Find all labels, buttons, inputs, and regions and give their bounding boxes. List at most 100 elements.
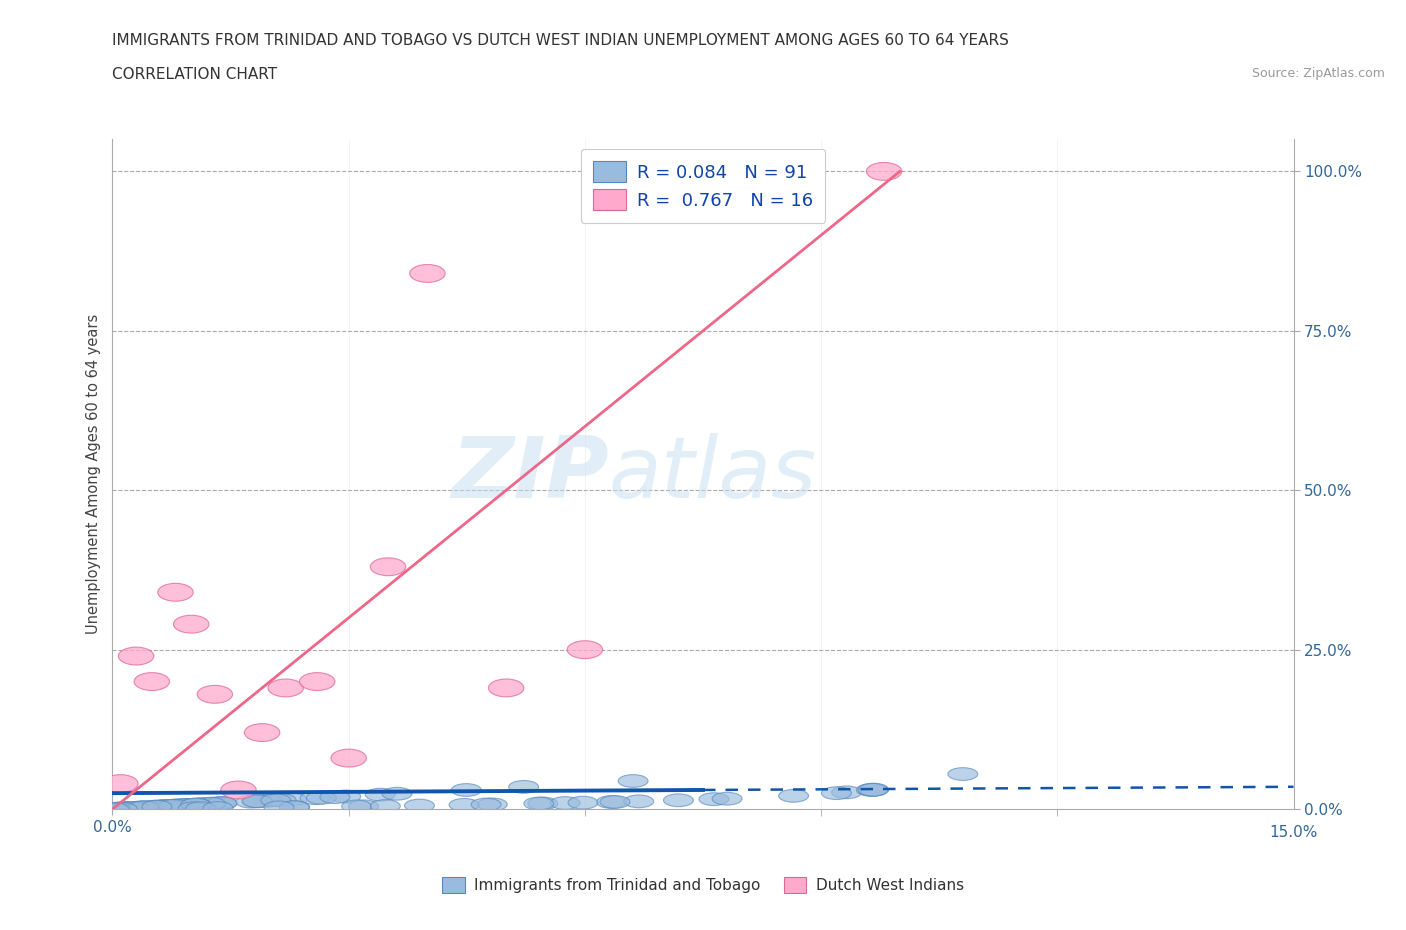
Ellipse shape — [269, 679, 304, 697]
Ellipse shape — [243, 795, 273, 807]
Ellipse shape — [124, 802, 153, 814]
Ellipse shape — [624, 795, 654, 808]
Text: CORRELATION CHART: CORRELATION CHART — [112, 67, 277, 82]
Ellipse shape — [157, 583, 193, 601]
Ellipse shape — [866, 163, 901, 180]
Ellipse shape — [859, 783, 889, 796]
Ellipse shape — [167, 799, 198, 812]
Ellipse shape — [148, 800, 177, 813]
Ellipse shape — [103, 803, 132, 816]
Ellipse shape — [382, 788, 412, 800]
Ellipse shape — [104, 803, 134, 815]
Ellipse shape — [155, 800, 184, 813]
Ellipse shape — [619, 775, 648, 788]
Ellipse shape — [488, 679, 524, 697]
Ellipse shape — [550, 797, 581, 809]
Ellipse shape — [107, 803, 138, 816]
Ellipse shape — [821, 787, 852, 800]
Ellipse shape — [524, 797, 554, 810]
Ellipse shape — [179, 802, 208, 815]
Ellipse shape — [948, 767, 977, 780]
Ellipse shape — [173, 616, 209, 633]
Ellipse shape — [170, 799, 201, 812]
Ellipse shape — [110, 802, 139, 815]
Ellipse shape — [366, 789, 395, 801]
Ellipse shape — [471, 798, 501, 811]
Ellipse shape — [114, 802, 143, 815]
Ellipse shape — [186, 802, 215, 815]
Ellipse shape — [236, 795, 266, 808]
Ellipse shape — [568, 796, 598, 809]
Ellipse shape — [142, 801, 172, 813]
Ellipse shape — [125, 802, 156, 814]
Ellipse shape — [266, 793, 297, 806]
Legend: R = 0.084   N = 91, R =  0.767   N = 16: R = 0.084 N = 91, R = 0.767 N = 16 — [581, 149, 825, 223]
Ellipse shape — [221, 781, 256, 799]
Ellipse shape — [103, 775, 138, 792]
Ellipse shape — [207, 797, 236, 810]
Ellipse shape — [664, 794, 693, 806]
Ellipse shape — [260, 794, 291, 806]
Ellipse shape — [134, 672, 170, 690]
Text: 15.0%: 15.0% — [1270, 825, 1317, 840]
Text: ZIP: ZIP — [451, 432, 609, 516]
Ellipse shape — [478, 798, 508, 811]
Text: IMMIGRANTS FROM TRINIDAD AND TOBAGO VS DUTCH WEST INDIAN UNEMPLOYMENT AMONG AGES: IMMIGRANTS FROM TRINIDAD AND TOBAGO VS D… — [112, 33, 1010, 47]
Ellipse shape — [264, 801, 294, 814]
Ellipse shape — [253, 794, 283, 807]
Ellipse shape — [143, 800, 173, 813]
Ellipse shape — [277, 793, 307, 805]
Ellipse shape — [299, 672, 335, 690]
Ellipse shape — [174, 799, 205, 811]
Ellipse shape — [779, 790, 808, 803]
Ellipse shape — [114, 802, 145, 815]
Y-axis label: Unemployment Among Ages 60 to 64 years: Unemployment Among Ages 60 to 64 years — [86, 314, 101, 634]
Ellipse shape — [197, 685, 232, 703]
Ellipse shape — [600, 795, 630, 808]
Ellipse shape — [131, 801, 160, 814]
Ellipse shape — [105, 803, 135, 815]
Text: atlas: atlas — [609, 432, 817, 516]
Ellipse shape — [103, 803, 134, 816]
Ellipse shape — [330, 790, 361, 803]
Ellipse shape — [110, 802, 139, 815]
Ellipse shape — [181, 798, 211, 811]
Ellipse shape — [118, 802, 148, 815]
Ellipse shape — [120, 802, 149, 815]
Ellipse shape — [342, 800, 371, 813]
Ellipse shape — [195, 797, 225, 810]
Ellipse shape — [105, 803, 136, 815]
Ellipse shape — [370, 558, 406, 576]
Ellipse shape — [527, 797, 558, 810]
Ellipse shape — [149, 800, 179, 813]
Ellipse shape — [567, 641, 603, 658]
Ellipse shape — [405, 799, 434, 812]
Ellipse shape — [207, 797, 238, 809]
Ellipse shape — [204, 797, 235, 810]
Ellipse shape — [162, 799, 191, 812]
Ellipse shape — [129, 801, 159, 814]
Ellipse shape — [159, 800, 188, 812]
Ellipse shape — [711, 792, 742, 805]
Ellipse shape — [149, 800, 179, 813]
Ellipse shape — [188, 798, 218, 811]
Ellipse shape — [451, 784, 481, 796]
Ellipse shape — [699, 792, 728, 805]
Ellipse shape — [138, 801, 169, 813]
Ellipse shape — [101, 803, 132, 816]
Ellipse shape — [509, 780, 538, 793]
Ellipse shape — [299, 791, 330, 804]
Ellipse shape — [858, 783, 887, 796]
Ellipse shape — [409, 264, 446, 283]
Ellipse shape — [162, 799, 191, 812]
Ellipse shape — [349, 800, 378, 813]
Ellipse shape — [202, 802, 233, 815]
Text: Source: ZipAtlas.com: Source: ZipAtlas.com — [1251, 67, 1385, 80]
Ellipse shape — [141, 801, 172, 813]
Ellipse shape — [163, 799, 194, 812]
Ellipse shape — [321, 790, 350, 804]
Ellipse shape — [280, 801, 309, 814]
Ellipse shape — [370, 800, 401, 813]
Legend: Immigrants from Trinidad and Tobago, Dutch West Indians: Immigrants from Trinidad and Tobago, Dut… — [436, 870, 970, 899]
Ellipse shape — [181, 798, 211, 811]
